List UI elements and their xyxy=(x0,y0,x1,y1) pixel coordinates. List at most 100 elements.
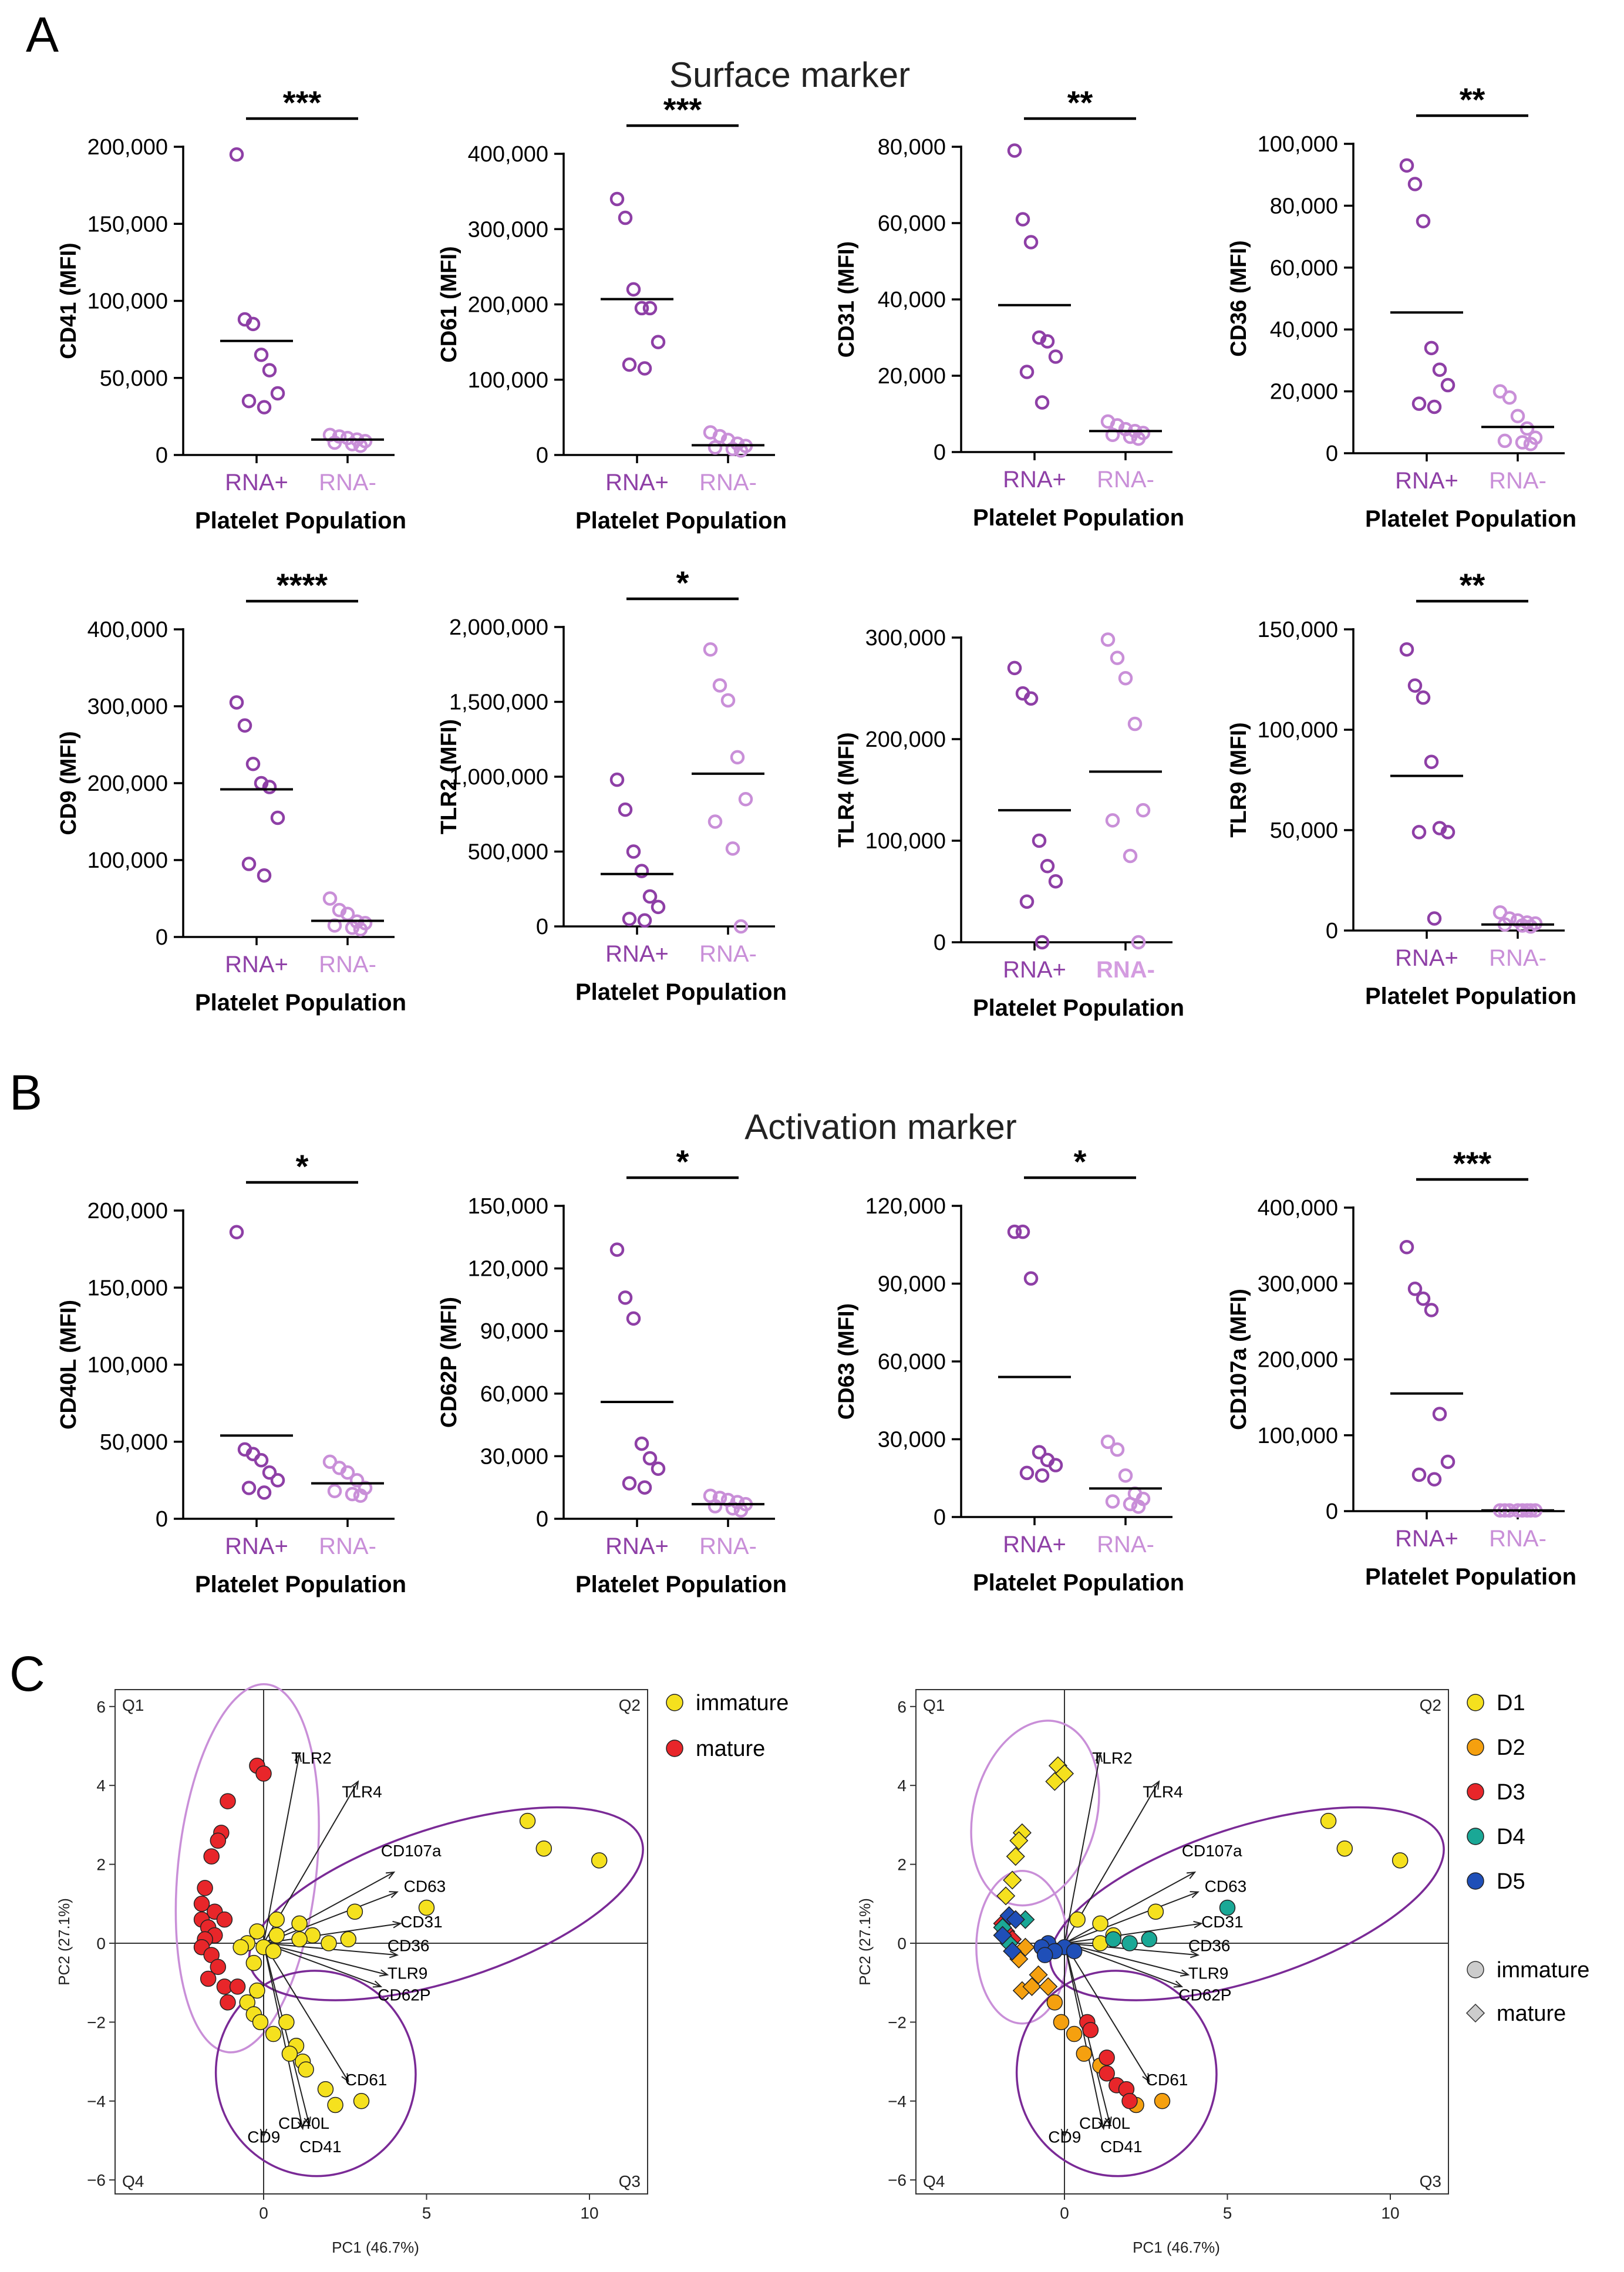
category-label-RNA-: RNA- xyxy=(1097,1532,1154,1558)
data-point-D1-immature xyxy=(1320,1812,1337,1829)
data-point-immature xyxy=(298,2061,314,2078)
x-axis-title: Platelet Population xyxy=(1365,1564,1576,1590)
cluster-ellipse-mature xyxy=(174,1683,320,2054)
data-point-mature xyxy=(200,1970,217,1987)
loading-label-CD107a: CD107a xyxy=(381,1842,442,1860)
data-point xyxy=(257,1485,272,1500)
y-tick-label: 2 xyxy=(897,1856,907,1874)
data-point-mature xyxy=(220,1793,236,1809)
data-point xyxy=(634,864,649,878)
y-axis-title: CD36 (MFI) xyxy=(1227,240,1251,356)
x-axis-title: Platelet Population xyxy=(195,990,406,1016)
loading-label-CD36: CD36 xyxy=(1188,1936,1231,1954)
data-point xyxy=(241,1481,257,1495)
data-point xyxy=(241,393,257,409)
x-axis-title: Platelet Population xyxy=(195,508,406,534)
data-point xyxy=(353,922,368,937)
data-point-immature xyxy=(317,2081,334,2098)
y-tick-label: 2,000,000 xyxy=(449,615,548,640)
x-axis-title: Platelet Population xyxy=(195,1572,406,1597)
data-point xyxy=(1523,919,1538,934)
dotplot-CD61: 0 100,000 200,000 300,000 400,000 RNA+ RNA- Pla… xyxy=(437,91,787,534)
y-axis-title: CD9 (MFI) xyxy=(56,731,81,835)
data-point-immature xyxy=(265,1943,282,1960)
loading-label-TLR4: TLR4 xyxy=(342,1782,382,1801)
category-label-RNA+: RNA+ xyxy=(1003,467,1066,493)
data-point xyxy=(622,912,637,926)
pca-plot-maturity: −6 −4 −2 0 2 4 6 0 5 10 PC1 (46.7%) PC2 (27.1%) Q1 Q2… xyxy=(55,1683,789,2256)
y-tick-label: 200,000 xyxy=(865,727,946,752)
data-point xyxy=(618,210,633,225)
data-point xyxy=(245,316,261,332)
data-point-D1-immature xyxy=(1391,1852,1409,1869)
data-point xyxy=(1136,803,1151,818)
dotplot-CD62P: 0 30,000 60,000 90,000 120,000 150,000 RNA+ RNA… xyxy=(437,1143,787,1597)
data-point-D2-immature xyxy=(1154,2093,1171,2109)
y-tick-label: 100,000 xyxy=(865,829,946,854)
loading-arrowhead xyxy=(1186,1871,1197,1879)
data-point xyxy=(1427,399,1442,414)
y-tick-label: 400,000 xyxy=(468,142,548,167)
y-tick-label: 30,000 xyxy=(480,1444,548,1469)
data-point xyxy=(1127,716,1143,732)
legend-label-D4: D4 xyxy=(1497,1825,1525,1849)
data-point-D4-immature xyxy=(1121,1935,1138,1951)
data-point xyxy=(626,844,641,859)
y-tick-label: 50,000 xyxy=(1270,818,1338,843)
data-point xyxy=(1105,427,1120,442)
data-point xyxy=(1007,1224,1022,1239)
data-point xyxy=(1007,660,1022,676)
y-axis-title: CD31 (MFI) xyxy=(834,241,859,358)
data-point xyxy=(327,435,342,450)
data-point xyxy=(733,919,749,934)
significance-label: ** xyxy=(1460,81,1485,118)
legend-label-D1: D1 xyxy=(1497,1691,1525,1715)
data-point-immature xyxy=(418,1899,435,1916)
category-label-RNA-: RNA- xyxy=(319,470,376,495)
legend-marker-D4 xyxy=(1467,1828,1484,1845)
legend-marker-mature xyxy=(666,1740,683,1757)
data-point-immature xyxy=(249,1982,265,1999)
charts-layer: 0 50,000 100,000 150,000 200,000 RNA+ RNA- Plat… xyxy=(55,81,1589,2256)
data-point xyxy=(270,386,285,401)
loading-arrowhead xyxy=(1152,1780,1160,1790)
dotplot-CD107a: 0 100,000 200,000 300,000 400,000 RNA+ RNA- Pla… xyxy=(1227,1145,1576,1590)
data-point-mature xyxy=(203,1848,220,1865)
y-tick-label: 0 xyxy=(934,931,946,955)
data-point xyxy=(626,1311,641,1326)
loading-arrowhead xyxy=(389,1950,399,1958)
loading-label-CD41: CD41 xyxy=(1100,2138,1143,2156)
data-point xyxy=(1040,334,1055,349)
data-point xyxy=(262,363,277,377)
data-point xyxy=(229,1225,244,1239)
loading-arrowhead xyxy=(294,1752,302,1762)
x-axis-title: Platelet Population xyxy=(575,979,787,1005)
data-point xyxy=(1118,1468,1133,1483)
data-point-D2-immature xyxy=(1076,2045,1093,2062)
legend-label-mature: mature xyxy=(696,1737,765,1761)
loading-label-CD61: CD61 xyxy=(1146,2071,1188,2089)
data-point xyxy=(1515,435,1530,450)
y-tick-label: 0 xyxy=(1326,1499,1338,1524)
significance-label: * xyxy=(1074,1143,1087,1180)
loading-arrow-CD107a xyxy=(263,1872,395,1944)
data-point xyxy=(1131,1499,1146,1514)
section-title-surface: Surface marker xyxy=(669,55,910,95)
loading-arrow-CD63 xyxy=(263,1891,397,1944)
significance-label: *** xyxy=(663,91,702,128)
x-axis-title: Platelet Population xyxy=(1365,506,1576,532)
significance-label: *** xyxy=(1453,1145,1492,1182)
y-tick-label: 150,000 xyxy=(468,1194,548,1219)
significance-label: *** xyxy=(283,84,322,121)
data-point-immature xyxy=(353,2093,370,2109)
data-point xyxy=(642,889,658,904)
x-axis-title: PC1 (46.7%) xyxy=(332,2239,419,2256)
y-tick-label: 90,000 xyxy=(480,1319,548,1344)
y-tick-label: 150,000 xyxy=(1258,618,1338,642)
y-tick-label: 200,000 xyxy=(468,293,548,318)
data-point-mature xyxy=(229,1978,246,1995)
significance-label: * xyxy=(676,1143,689,1180)
data-point xyxy=(340,1465,355,1480)
y-tick-label: 100,000 xyxy=(1258,132,1338,157)
data-point xyxy=(738,792,753,807)
